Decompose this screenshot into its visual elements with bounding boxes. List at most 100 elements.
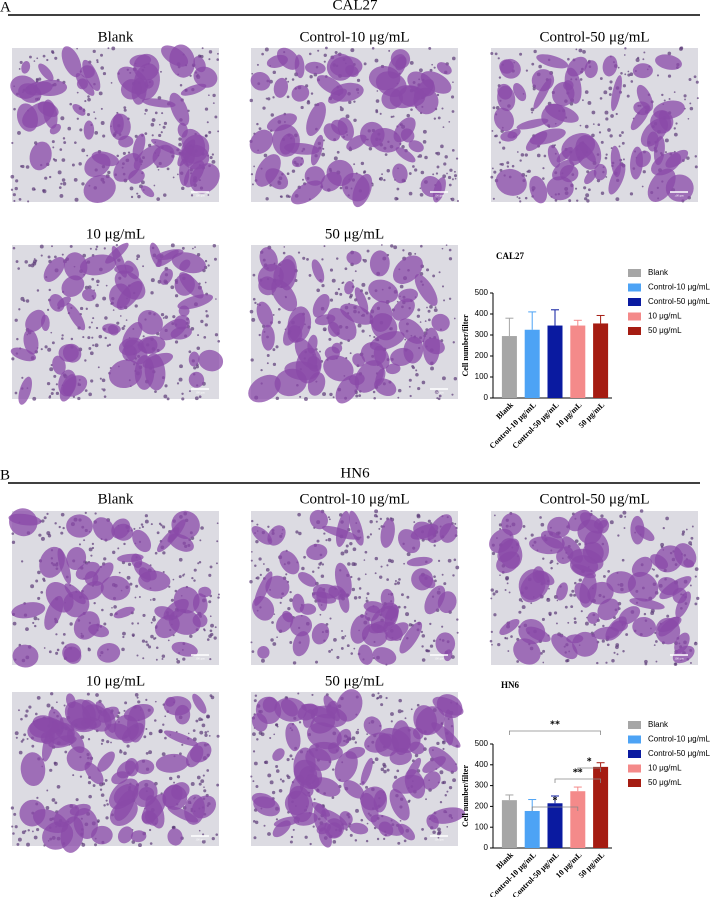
cell-dot [207, 730, 209, 733]
cell-dot [93, 111, 96, 114]
cell-dot [59, 148, 63, 151]
micrograph: 100 μm [248, 244, 458, 404]
cell-dot [265, 97, 268, 100]
cell-dot [421, 645, 424, 648]
cell-dot [250, 559, 253, 562]
cell-dot [373, 335, 376, 339]
cell-dot [436, 93, 440, 97]
cell-cluster [582, 541, 604, 564]
cell-dot [424, 837, 428, 841]
cell-dot [361, 282, 366, 287]
cell-dot [101, 608, 104, 612]
cell-dot [30, 584, 35, 589]
cell-dot [433, 66, 436, 69]
legend-swatch [628, 764, 641, 773]
cell-cluster [170, 326, 192, 340]
cell-cluster [18, 376, 32, 405]
cell-dot [396, 769, 400, 773]
cell-cluster [69, 803, 91, 816]
cell-dot [140, 523, 144, 526]
cell-dot [623, 54, 626, 56]
cell-dot [641, 185, 644, 188]
cell-dot [289, 840, 293, 844]
cell-dot [341, 282, 344, 285]
cell-dot [207, 264, 210, 267]
cell-dot [366, 733, 369, 736]
cell-dot [673, 91, 676, 93]
cell-cluster [114, 270, 146, 300]
y-tick-label: 300 [475, 330, 489, 339]
cell-cluster [272, 748, 285, 762]
cell-dot [178, 137, 182, 141]
cell-dot [256, 122, 259, 126]
cell-dot [51, 341, 55, 345]
cell-dot [502, 146, 506, 150]
cell-dot [450, 95, 455, 99]
cell-cluster [426, 814, 439, 830]
cell-dot [289, 598, 293, 603]
cell-dot [443, 582, 447, 586]
cell-dot [253, 836, 257, 840]
cell-dot [304, 835, 308, 839]
cell-dot [441, 625, 444, 628]
cell-dot [10, 174, 15, 179]
micrograph: 100 μm [490, 46, 699, 204]
cell-cluster [630, 105, 650, 131]
cell-dot [124, 701, 128, 705]
cell-dot [319, 613, 322, 616]
cell-dot [95, 248, 98, 251]
cell-dot [369, 533, 373, 536]
cell-dot [624, 73, 627, 76]
cell-dot [358, 394, 362, 398]
cell-cluster [83, 120, 95, 140]
cell-dot [123, 106, 127, 109]
cell-dot [621, 141, 625, 145]
cell-dot [90, 379, 94, 383]
cell-dot [76, 47, 78, 50]
cell-dot [148, 750, 153, 755]
cell-cluster [348, 510, 364, 546]
x-tick-label: Blank [494, 400, 515, 421]
cell-dot [434, 579, 437, 583]
cell-dot [656, 74, 660, 77]
cell-dot [404, 717, 407, 720]
cell-dot [191, 577, 194, 580]
cell-cluster [339, 811, 353, 826]
cell-dot [410, 108, 413, 111]
cell-dot [688, 541, 693, 545]
panel-label: A [0, 0, 11, 15]
cell-cluster [190, 741, 212, 763]
cell-dot [25, 627, 29, 632]
cell-cluster [40, 314, 50, 331]
image-title: 10 μg/mL [86, 226, 145, 242]
cell-dot [178, 377, 183, 382]
cell-dot [56, 648, 60, 652]
cell-dot [149, 599, 152, 601]
cell-dot [385, 696, 388, 700]
cell-dot [144, 514, 148, 518]
cell-dot [525, 174, 528, 177]
cell-dot [643, 612, 647, 616]
cell-dot [188, 350, 192, 354]
cell-dot [381, 244, 383, 246]
cell-dot [348, 100, 352, 104]
cell-dot [61, 158, 66, 162]
cell-dot [217, 52, 219, 55]
cell-cluster [117, 553, 144, 563]
cell-dot [211, 836, 215, 841]
cell-dot [546, 597, 549, 600]
cell-dot [380, 565, 383, 568]
cell-dot [543, 154, 547, 158]
cell-cluster [655, 617, 681, 645]
cell-dot [196, 346, 201, 351]
cell-dot [324, 329, 326, 332]
cell-dot [384, 153, 388, 156]
cell-dot [103, 622, 107, 626]
cell-dot [441, 107, 444, 110]
cell-dot [340, 551, 345, 556]
cell-dot [398, 578, 401, 581]
cell-dot [278, 307, 281, 311]
cell-dot [37, 570, 41, 575]
cell-dot [626, 94, 630, 98]
cell-dot [54, 801, 58, 805]
